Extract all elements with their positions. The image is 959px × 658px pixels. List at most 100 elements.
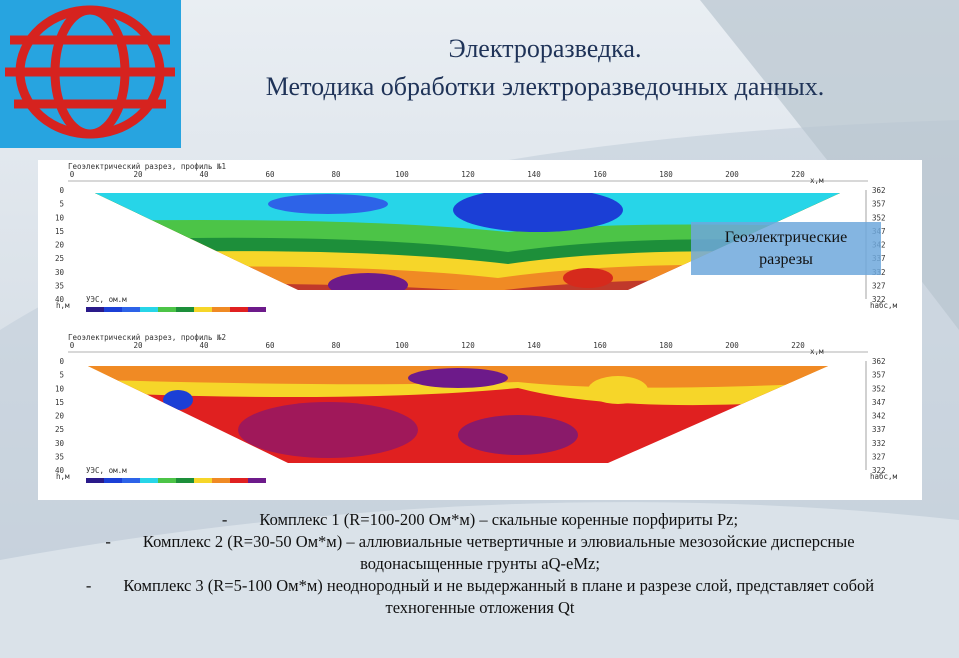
legend-title: УЭС, ом.м bbox=[86, 466, 127, 475]
legend-swatch bbox=[158, 478, 176, 483]
depth-tick-label: 5 bbox=[59, 200, 64, 209]
x-tick-label: 40 bbox=[199, 341, 209, 350]
elev-tick-label: 327 bbox=[872, 452, 886, 461]
depth-tick-label: 35 bbox=[55, 281, 64, 290]
bullet: - Комплекс 1 (R=100-200 Ом*м) – скальные … bbox=[60, 509, 900, 531]
depth-tick-label: 35 bbox=[55, 452, 64, 461]
elev-tick-label: 322 bbox=[872, 466, 886, 475]
x-tick-label: 220 bbox=[791, 341, 805, 350]
bullet-marker: - bbox=[221, 510, 228, 529]
legend-swatch bbox=[212, 478, 230, 483]
bullet-text: Комплекс 3 (R=5-100 Ом*м) неоднородный и… bbox=[123, 576, 875, 617]
section-title: Геоэлектрический разрез, профиль №2 bbox=[68, 333, 226, 342]
legend-swatch bbox=[122, 478, 140, 483]
elev-tick-label: 362 bbox=[872, 186, 886, 195]
legend-swatch bbox=[230, 478, 248, 483]
depth-tick-label: 15 bbox=[55, 227, 64, 236]
depth-tick-label: 15 bbox=[55, 398, 64, 407]
legend-swatch bbox=[176, 478, 194, 483]
legend-swatch bbox=[140, 478, 158, 483]
x-tick-label: 180 bbox=[659, 170, 673, 179]
depth-tick-label: 0 bbox=[59, 186, 64, 195]
callout-text: Геоэлектрические bbox=[724, 229, 848, 246]
bullet-marker: - bbox=[85, 576, 92, 595]
x-tick-label: 140 bbox=[527, 341, 541, 350]
x-tick-label: 100 bbox=[395, 170, 409, 179]
bullet-text: Комплекс 1 (R=100-200 Ом*м) – скальные к… bbox=[259, 510, 739, 529]
x-axis-label: x,м bbox=[810, 347, 824, 356]
x-tick-label: 100 bbox=[395, 341, 409, 350]
legend-swatch bbox=[230, 307, 248, 312]
x-tick-label: 20 bbox=[133, 170, 143, 179]
elev-tick-label: 362 bbox=[872, 357, 886, 366]
depth-tick-label: 25 bbox=[55, 425, 64, 434]
elev-tick-label: 347 bbox=[872, 398, 886, 407]
bullet-marker: - bbox=[105, 532, 111, 551]
x-tick-label: 120 bbox=[461, 341, 475, 350]
callout: Геоэлектрические разрезы bbox=[691, 222, 881, 275]
x-tick-label: 40 bbox=[199, 170, 209, 179]
legend-swatch bbox=[140, 307, 158, 312]
legend-swatch bbox=[104, 307, 122, 312]
legend-title: УЭС, ом.м bbox=[86, 295, 127, 304]
x-tick-label: 0 bbox=[70, 341, 75, 350]
depth-tick-label: 30 bbox=[55, 439, 65, 448]
legend-swatch bbox=[212, 307, 230, 312]
depth-label: h,м bbox=[56, 301, 70, 310]
depth-tick-label: 20 bbox=[55, 412, 65, 421]
legend-swatch bbox=[248, 307, 266, 312]
elev-tick-label: 337 bbox=[872, 425, 886, 434]
title: Электроразведка. bbox=[448, 34, 642, 63]
bullet: - Комплекс 3 (R=5-100 Ом*м) неоднородный … bbox=[60, 575, 900, 619]
title: Методика обработки электроразведочных да… bbox=[265, 72, 825, 101]
depth-tick-label: 20 bbox=[55, 241, 65, 250]
legend-swatch bbox=[86, 307, 104, 312]
x-tick-label: 160 bbox=[593, 341, 607, 350]
elev-tick-label: 352 bbox=[872, 384, 886, 393]
x-tick-label: 120 bbox=[461, 170, 475, 179]
legend-swatch bbox=[104, 478, 122, 483]
legend-swatch bbox=[176, 307, 194, 312]
legend-swatch bbox=[86, 478, 104, 483]
x-axis-label: x,м bbox=[810, 176, 824, 185]
x-tick-label: 180 bbox=[659, 341, 673, 350]
depth-tick-label: 25 bbox=[55, 254, 64, 263]
x-tick-label: 200 bbox=[725, 170, 739, 179]
depth-tick-label: 0 bbox=[59, 357, 64, 366]
legend-swatch bbox=[194, 478, 212, 483]
legend-swatch bbox=[194, 307, 212, 312]
depth-tick-label: 40 bbox=[55, 295, 65, 304]
x-tick-label: 200 bbox=[725, 341, 739, 350]
elev-tick-label: 352 bbox=[872, 213, 886, 222]
x-tick-label: 80 bbox=[331, 341, 341, 350]
legend-swatch bbox=[158, 307, 176, 312]
x-tick-label: 60 bbox=[265, 170, 275, 179]
x-tick-label: 60 bbox=[265, 341, 275, 350]
elev-tick-label: 332 bbox=[872, 439, 886, 448]
elev-tick-label: 342 bbox=[872, 412, 886, 421]
elev-tick-label: 357 bbox=[872, 200, 886, 209]
bullet-text: Комплекс 2 (R=30-50 Ом*м) – аллювиальные… bbox=[142, 532, 855, 573]
elev-tick-label: 322 bbox=[872, 295, 886, 304]
depth-label: h,м bbox=[56, 472, 70, 481]
depth-tick-label: 30 bbox=[55, 268, 65, 277]
x-tick-label: 80 bbox=[331, 170, 341, 179]
legend-swatch bbox=[248, 478, 266, 483]
elev-label: hабс,м bbox=[870, 472, 898, 481]
x-tick-label: 0 bbox=[70, 170, 75, 179]
x-tick-label: 140 bbox=[527, 170, 541, 179]
section-title: Геоэлектрический разрез, профиль №1 bbox=[68, 162, 226, 171]
legend-swatch bbox=[122, 307, 140, 312]
elev-label: hабс,м bbox=[870, 301, 898, 310]
x-tick-label: 220 bbox=[791, 170, 805, 179]
depth-tick-label: 5 bbox=[59, 371, 64, 380]
bullet: - Комплекс 2 (R=30-50 Ом*м) – аллювиальны… bbox=[60, 531, 900, 575]
x-tick-label: 160 bbox=[593, 170, 607, 179]
bullet-list: - Комплекс 1 (R=100-200 Ом*м) – скальные … bbox=[60, 509, 900, 619]
x-tick-label: 20 bbox=[133, 341, 143, 350]
depth-tick-label: 10 bbox=[55, 384, 65, 393]
callout-text: разрезы bbox=[759, 251, 813, 268]
depth-tick-label: 10 bbox=[55, 213, 65, 222]
